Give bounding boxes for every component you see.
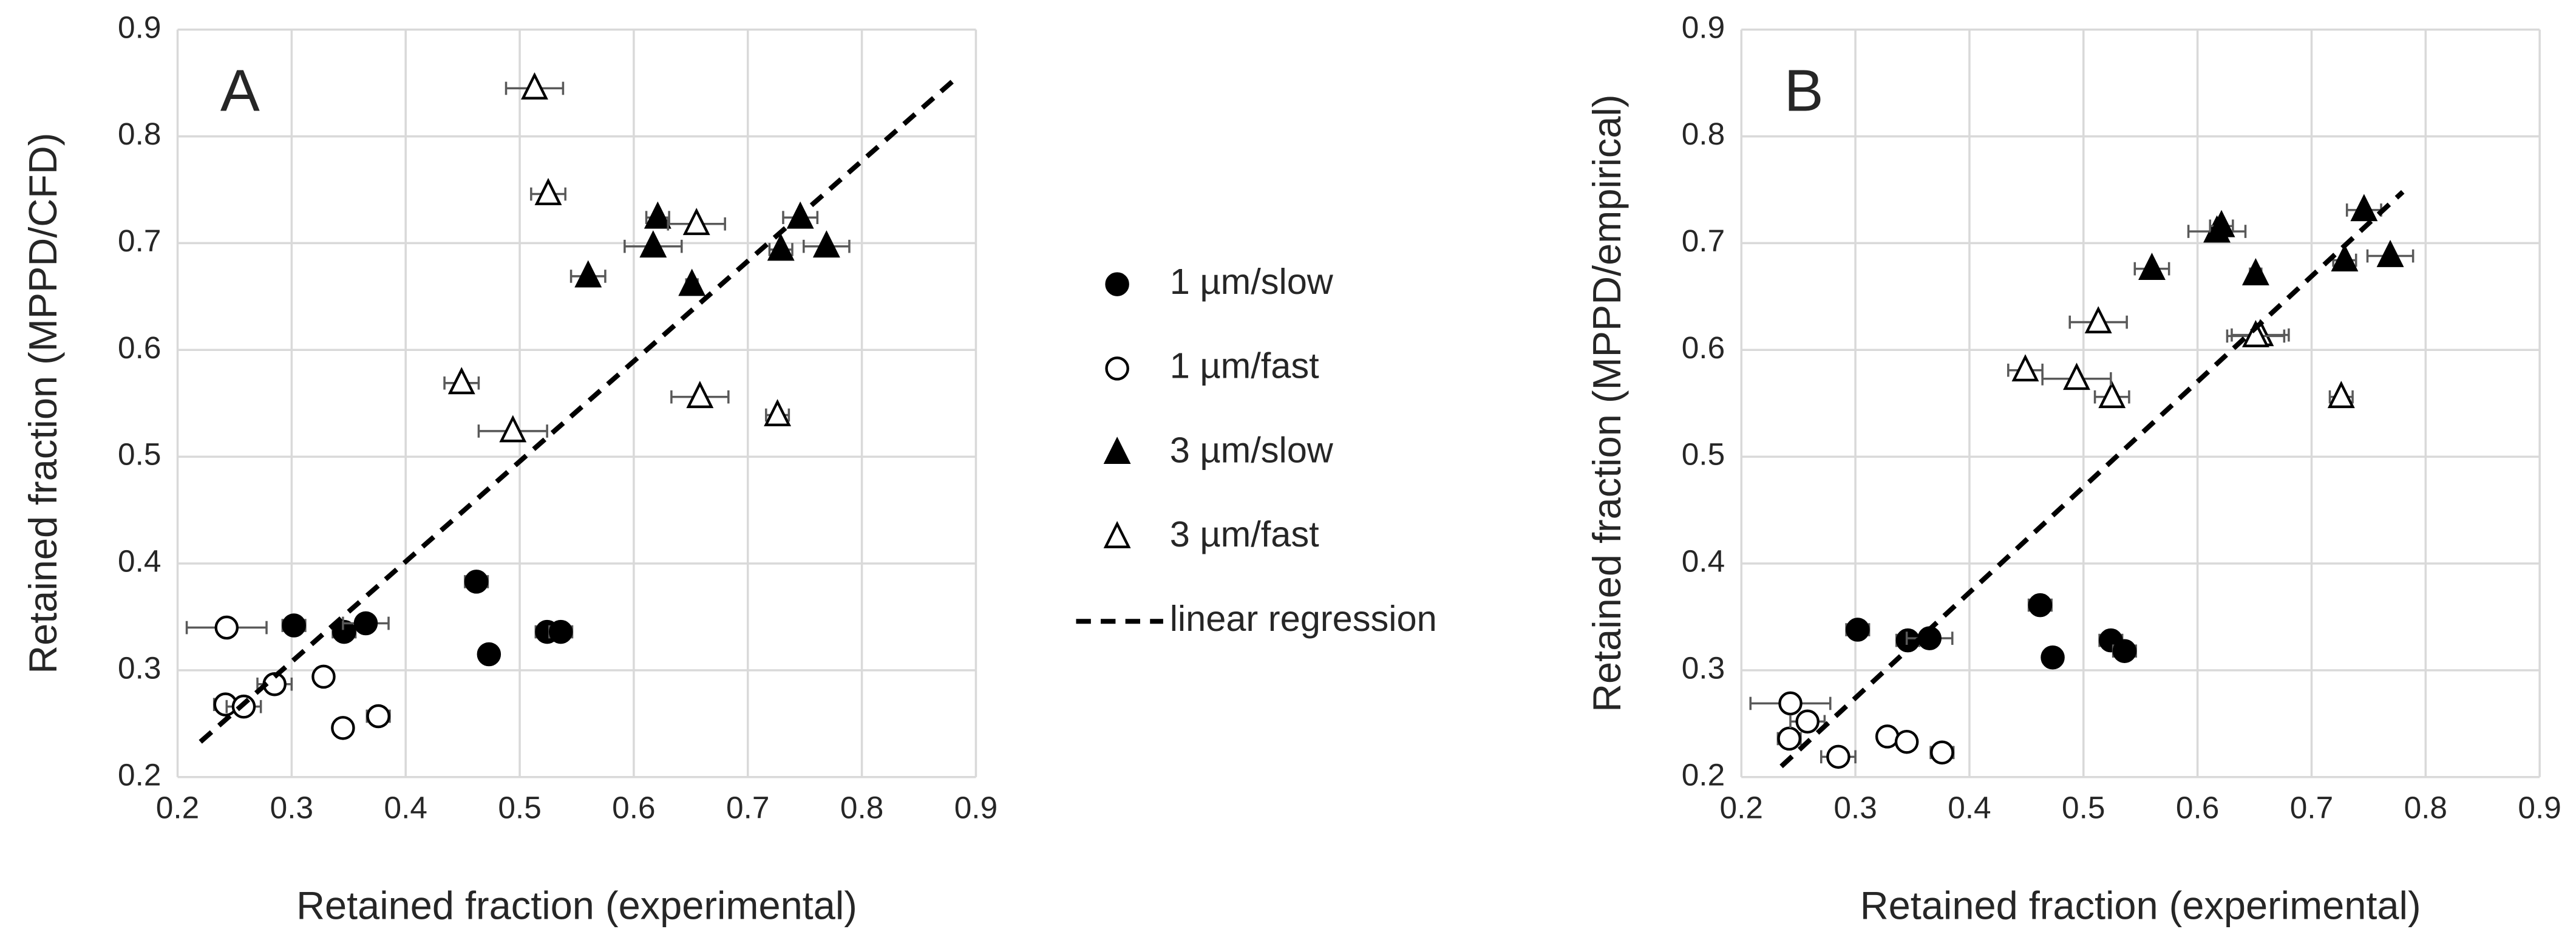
x-tick-label: 0.6 xyxy=(612,789,655,825)
marker xyxy=(2011,354,2039,382)
marker xyxy=(477,642,501,667)
marker xyxy=(2331,244,2359,271)
marker xyxy=(1930,740,1954,765)
marker xyxy=(2041,645,2065,670)
marker xyxy=(2350,194,2378,222)
x-tick-label: 0.2 xyxy=(156,789,199,825)
legend-label: linear regression xyxy=(1170,598,1437,639)
legend-marker xyxy=(1105,272,1129,296)
chart-title: A xyxy=(220,58,260,124)
x-axis-label: Retained fraction (experimental) xyxy=(296,883,857,927)
x-tick-label: 0.6 xyxy=(2176,789,2219,825)
x-tick-label: 0.3 xyxy=(270,789,313,825)
y-tick-label: 0.6 xyxy=(1682,330,1725,365)
x-tick-label: 0.2 xyxy=(1720,789,1763,825)
marker xyxy=(1795,709,1820,734)
marker xyxy=(447,367,475,395)
legend-label: 1 µm/fast xyxy=(1170,346,1319,386)
marker xyxy=(548,619,573,644)
marker xyxy=(1777,726,1801,751)
y-tick-label: 0.4 xyxy=(1682,543,1725,579)
marker xyxy=(678,268,706,296)
marker xyxy=(644,201,671,229)
y-tick-label: 0.4 xyxy=(118,543,161,579)
marker xyxy=(2028,593,2053,618)
y-axis-label: Retained fraction (MPPD/empirical) xyxy=(1585,94,1629,712)
y-tick-label: 0.5 xyxy=(1682,437,1725,472)
x-tick-label: 0.9 xyxy=(954,789,997,825)
regression-line xyxy=(199,79,955,744)
legend-label: 1 µm/slow xyxy=(1170,261,1334,302)
marker xyxy=(2084,306,2112,333)
y-tick-label: 0.3 xyxy=(118,650,161,685)
x-tick-label: 0.7 xyxy=(726,789,769,825)
y-tick-label: 0.9 xyxy=(118,9,161,44)
marker xyxy=(2241,319,2269,347)
regression-line xyxy=(1779,190,2405,769)
marker xyxy=(2063,363,2090,390)
marker xyxy=(311,664,336,689)
y-tick-label: 0.5 xyxy=(118,437,161,472)
x-tick-label: 0.3 xyxy=(1833,789,1877,825)
y-tick-label: 0.2 xyxy=(118,757,161,792)
x-axis-label: Retained fraction (experimental) xyxy=(1860,883,2421,927)
marker xyxy=(2207,209,2235,237)
y-tick-label: 0.7 xyxy=(1682,223,1725,258)
x-tick-label: 0.5 xyxy=(498,789,541,825)
marker xyxy=(1875,724,1900,749)
marker xyxy=(682,208,710,236)
y-tick-label: 0.8 xyxy=(118,116,161,151)
marker xyxy=(2241,257,2269,285)
marker xyxy=(1778,691,1803,716)
marker xyxy=(1894,729,1919,754)
marker xyxy=(2138,253,2166,281)
y-axis-label: Retained fraction (MPPD/CFD) xyxy=(21,133,65,674)
legend-label: 3 µm/fast xyxy=(1170,514,1319,554)
marker xyxy=(1826,744,1850,769)
legend-marker xyxy=(1103,437,1131,465)
marker xyxy=(2327,381,2355,409)
marker xyxy=(366,704,390,729)
marker xyxy=(2098,381,2126,409)
marker xyxy=(574,260,602,288)
marker xyxy=(1846,618,1870,642)
y-tick-label: 0.8 xyxy=(1682,116,1725,151)
legend-marker xyxy=(1105,356,1129,381)
x-tick-label: 0.8 xyxy=(2404,789,2447,825)
legend-marker xyxy=(1103,520,1131,548)
chart-title: B xyxy=(1784,58,1824,124)
marker xyxy=(534,178,562,205)
marker xyxy=(214,615,239,640)
marker xyxy=(353,611,378,636)
x-tick-label: 0.5 xyxy=(2062,789,2105,825)
marker xyxy=(639,230,667,258)
marker xyxy=(2376,240,2404,267)
y-tick-label: 0.2 xyxy=(1682,757,1725,792)
marker xyxy=(464,570,489,594)
x-tick-label: 0.4 xyxy=(1948,789,1991,825)
marker xyxy=(332,619,356,644)
legend-label: 3 µm/slow xyxy=(1170,429,1334,470)
x-tick-label: 0.4 xyxy=(384,789,427,825)
marker xyxy=(812,230,840,258)
x-tick-label: 0.8 xyxy=(840,789,883,825)
marker xyxy=(499,415,527,443)
y-tick-label: 0.6 xyxy=(118,330,161,365)
marker xyxy=(521,72,548,100)
y-tick-label: 0.9 xyxy=(1682,9,1725,44)
y-tick-label: 0.3 xyxy=(1682,650,1725,685)
x-tick-label: 0.9 xyxy=(2518,789,2561,825)
marker xyxy=(764,399,792,426)
marker xyxy=(331,716,355,740)
marker xyxy=(2112,639,2137,663)
y-tick-label: 0.7 xyxy=(118,223,161,258)
x-tick-label: 0.7 xyxy=(2290,789,2333,825)
marker xyxy=(686,381,714,409)
marker xyxy=(767,233,795,261)
marker xyxy=(282,613,306,638)
